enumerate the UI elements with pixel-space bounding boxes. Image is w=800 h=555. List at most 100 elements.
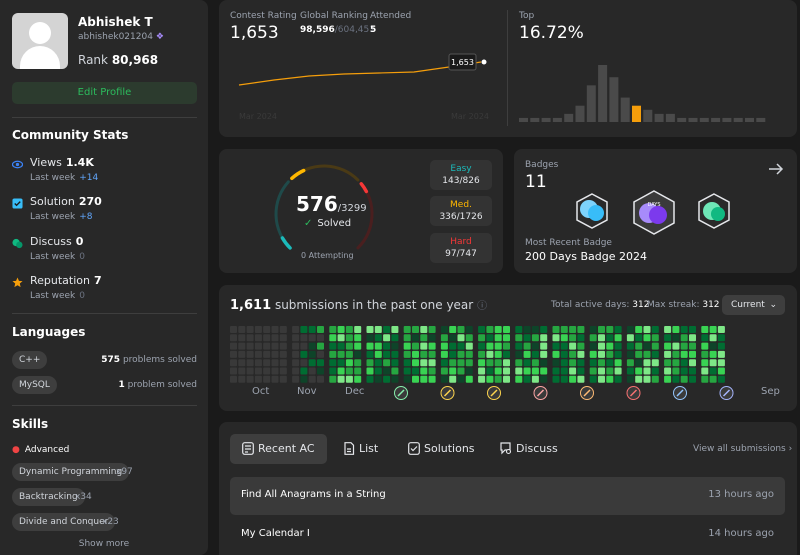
heatmap-cell (717, 334, 725, 342)
histogram-bar (643, 109, 653, 122)
badges-card: Badges 11 DAYS Most Recent Badge 200 Day… (514, 149, 797, 273)
heatmap-cell (457, 342, 465, 350)
heatmap-cell (354, 334, 362, 342)
list-item[interactable]: Find All Anagrams in a String 13 hours a… (230, 477, 785, 515)
heatmap-cell (230, 350, 237, 358)
user-handle: abhishek021204 ❖ (78, 32, 164, 42)
heatmap-cell (420, 359, 428, 367)
heatmap-cell (391, 342, 399, 350)
heatmap-cell (230, 367, 237, 375)
heatmap-cell (279, 367, 287, 375)
heatmap-cell (412, 375, 419, 383)
heatmap-cell (717, 375, 725, 383)
heatmap-cell (403, 375, 411, 383)
hard-box[interactable]: Hard 97/747 (430, 233, 492, 263)
heatmap-cell (643, 326, 651, 333)
heatmap-cell (664, 326, 672, 333)
heatmap-cell (689, 367, 696, 375)
heatmap-cell (383, 359, 391, 367)
arrow-right-icon[interactable] (768, 161, 784, 177)
skill-tag[interactable]: Backtracking (12, 488, 85, 506)
monthly-badge-mark (629, 389, 638, 397)
heatmap-cell (440, 359, 448, 367)
heatmap-cell (643, 375, 651, 383)
heatmap-cell (503, 359, 510, 367)
language-tag[interactable]: MySQL (12, 376, 57, 394)
avatar[interactable] (12, 13, 68, 69)
histogram-bar (756, 117, 766, 122)
tab-recent-ac[interactable]: Recent AC (230, 434, 327, 464)
heatmap-cell (246, 359, 254, 367)
heatmap-cell (449, 342, 457, 350)
heatmap-cell (577, 359, 585, 367)
easy-box[interactable]: Easy 143/826 (430, 160, 492, 190)
heatmap-cell (709, 342, 717, 350)
rating-chart[interactable]: 1,653 Mar 2024 Mar 2024 (219, 0, 509, 137)
solved-label: ✓ Solved (304, 218, 352, 229)
heatmap-cell (345, 326, 353, 333)
submission-heatmap[interactable] (230, 324, 790, 402)
edit-profile-button[interactable]: Edit Profile (12, 82, 197, 104)
heatmap-cell (292, 350, 300, 358)
heatmap-cell (428, 359, 436, 367)
heatmap-cell (540, 334, 548, 342)
badges-count: 11 (525, 172, 547, 192)
heatmap-cell (263, 359, 271, 367)
heatmap-cell (366, 326, 374, 333)
heatmap-cell (292, 375, 300, 383)
year-select[interactable]: Current ⌄ (722, 295, 785, 315)
histogram-bar (598, 65, 608, 122)
heatmap-cell (614, 326, 622, 333)
heatmap-cell (709, 350, 717, 358)
heatmap-cell (552, 334, 560, 342)
stat-reputation: Reputation 7 Last week 0 (12, 273, 197, 309)
solved-progress-ring[interactable] (268, 159, 388, 269)
heatmap-cell (494, 334, 502, 342)
heatmap-cell (569, 375, 577, 383)
heatmap-cell (449, 367, 457, 375)
heatmap-cell (263, 326, 271, 333)
heatmap-cell (254, 359, 262, 367)
heatmap-cell (503, 350, 510, 358)
badge-icon: DAYS (633, 190, 675, 235)
heatmap-cell (383, 350, 391, 358)
heatmap-cell (308, 350, 316, 358)
tab-solutions[interactable]: Solutions (396, 434, 475, 464)
tab-discuss[interactable]: Discuss (488, 434, 558, 464)
rating-line (238, 61, 482, 86)
heatmap-cell (391, 375, 399, 383)
heatmap-cell (664, 350, 672, 358)
heatmap-cell (391, 326, 399, 333)
tab-list[interactable]: List (331, 434, 378, 464)
skill-tag[interactable]: Divide and Conquer (12, 513, 116, 531)
info-icon[interactable]: ⓘ (477, 301, 488, 312)
heatmap-cell (230, 326, 237, 333)
badge-list[interactable]: DAYS (572, 189, 742, 239)
heatmap-cell (366, 334, 374, 342)
heatmap-cell (246, 342, 254, 350)
x-axis-start: Mar 2024 (239, 112, 277, 121)
heatmap-cell (560, 334, 568, 342)
heatmap-cell (354, 359, 362, 367)
stat-discuss: Discuss 0 Last week 0 (12, 234, 197, 270)
heatmap-cell (238, 375, 246, 383)
heatmap-cell (308, 375, 316, 383)
heatmap-cell (626, 367, 634, 375)
heatmap-cell (606, 359, 614, 367)
language-tag[interactable]: C++ (12, 351, 48, 369)
heatmap-cell (598, 359, 605, 367)
skill-tag[interactable]: Dynamic Programming (12, 463, 130, 481)
rank-histogram[interactable] (519, 50, 784, 126)
heatmap-cell (540, 326, 548, 333)
x-axis-end: Mar 2024 (451, 112, 489, 121)
medium-box[interactable]: Med. 336/1726 (430, 196, 492, 226)
heatmap-cell (701, 367, 709, 375)
heatmap-cell (465, 342, 473, 350)
heatmap-cell (598, 342, 605, 350)
view-all-submissions-link[interactable]: View all submissions › (693, 444, 793, 454)
list-item[interactable]: My Calendar I 14 hours ago (230, 516, 785, 554)
show-more-link[interactable]: Show more (78, 539, 130, 549)
heatmap-cell (701, 359, 709, 367)
heatmap-cell (246, 367, 254, 375)
heatmap-cell (651, 375, 659, 383)
